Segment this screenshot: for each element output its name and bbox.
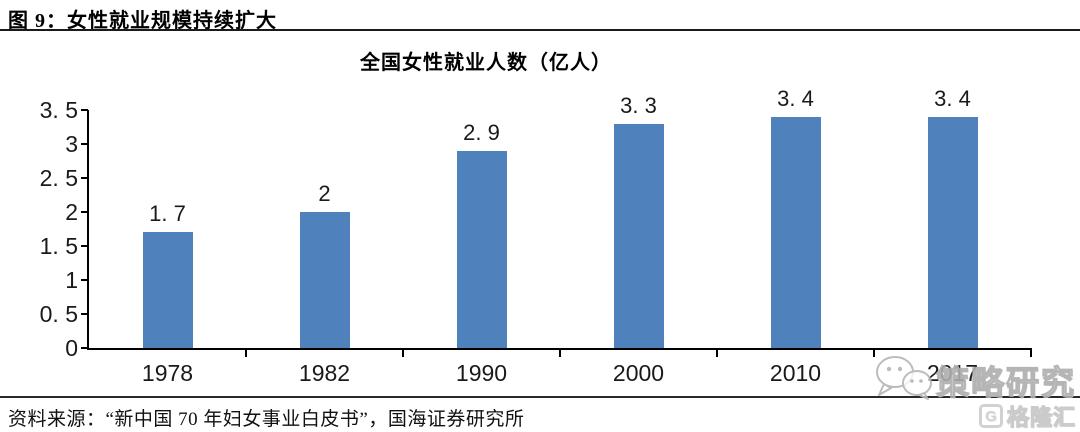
chart-bar [927, 117, 978, 348]
gelonghui-logo-icon: G [978, 404, 1003, 428]
figure-header: 图 9：女性就业规模持续扩大 [8, 10, 277, 32]
bar-value-label: 2. 9 [463, 120, 500, 145]
bar-value-label: 3. 3 [620, 93, 657, 118]
source-note: 资料来源：“新中国 70 年妇女事业白皮书”，国海证券研究所 [8, 409, 525, 430]
y-tick-label: 1. 5 [39, 233, 78, 259]
header-divider [0, 29, 1080, 31]
strategy-watermark: 策略研究 [872, 354, 1076, 405]
x-tick-label: 1990 [455, 360, 508, 386]
chart-bar [456, 151, 507, 348]
bar-value-label: 3. 4 [934, 86, 971, 111]
bar-value-label: 2 [318, 181, 331, 206]
x-tick [245, 350, 247, 357]
y-axis-line [87, 110, 89, 350]
x-tick [1030, 350, 1032, 357]
y-tick-label: 3. 5 [39, 97, 78, 123]
x-tick-label: 2017 [926, 360, 979, 386]
x-tick [716, 350, 718, 357]
x-tick-label: 1978 [141, 360, 194, 386]
chart-bar [299, 212, 350, 348]
x-tick-label: 2010 [769, 360, 822, 386]
y-tick [81, 143, 88, 145]
bar-value-label: 3. 4 [777, 86, 814, 111]
y-tick [81, 109, 88, 111]
chart-bar [613, 124, 664, 348]
y-tick-label: 3 [65, 131, 78, 157]
chart-bar [770, 117, 821, 348]
y-tick-label: 1 [65, 267, 78, 293]
y-tick-label: 2 [65, 199, 78, 225]
bar-value-label: 1. 7 [149, 201, 186, 226]
x-tick [559, 350, 561, 357]
gelonghui-watermark: G 格隆汇 [978, 400, 1076, 432]
footer-divider [0, 396, 1080, 398]
y-tick [81, 245, 88, 247]
x-tick [402, 350, 404, 357]
chart-bar [142, 232, 193, 348]
y-tick-label: 0. 5 [39, 301, 78, 327]
y-tick [81, 279, 88, 281]
chart-title: 全国女性就业人数（亿人） [360, 52, 612, 74]
x-tick [873, 350, 875, 357]
y-tick-label: 0 [65, 335, 78, 361]
y-tick [81, 177, 88, 179]
strategy-watermark-label: 策略研究 [935, 365, 1076, 402]
x-tick-label: 1982 [298, 360, 351, 386]
x-tick-label: 2000 [612, 360, 665, 386]
x-axis-line [87, 348, 1032, 350]
wechat-icon [872, 354, 934, 405]
y-tick-label: 2. 5 [39, 165, 78, 191]
y-tick [81, 211, 88, 213]
y-tick [81, 347, 88, 349]
y-tick [81, 313, 88, 315]
gelonghui-watermark-label: 格隆汇 [1006, 404, 1076, 430]
